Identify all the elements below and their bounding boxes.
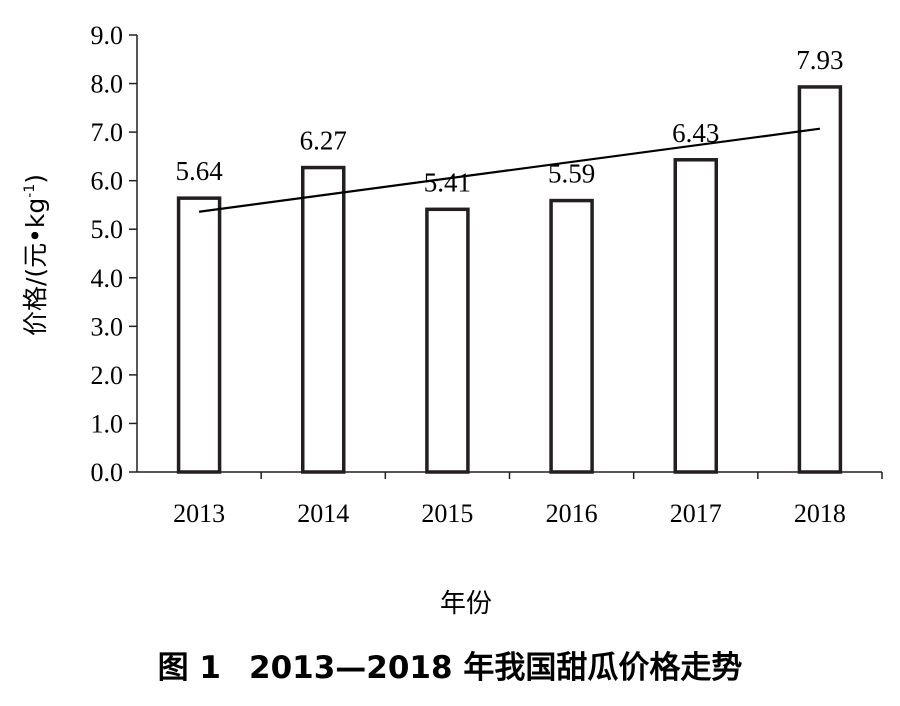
y-axis-title-main: 价格/(元•kg	[21, 198, 50, 336]
data-label: 7.93	[796, 45, 843, 75]
y-axis-title-suffix: )	[21, 174, 50, 184]
x-tick-label: 2013	[173, 499, 225, 528]
x-axis: 2013 2014 2015 2016 2017 2018	[137, 471, 883, 528]
bars	[176, 85, 843, 474]
bar	[425, 207, 470, 474]
bar	[797, 85, 843, 474]
y-tick-label: 1.0	[91, 409, 124, 438]
y-tick-label: 5.0	[91, 215, 124, 244]
data-labels: 5.646.275.41 5.596.437.93	[175, 45, 843, 197]
y-tick-label: 0.0	[91, 458, 124, 487]
bar	[176, 196, 222, 474]
y-tick-label: 3.0	[91, 312, 124, 341]
y-tick-label: 9.0	[91, 21, 124, 50]
y-axis-title: 价格/(元•kg-1)	[21, 174, 50, 336]
x-axis-title: 年份	[440, 589, 492, 619]
x-tick-label: 2016	[546, 499, 598, 528]
bar	[301, 165, 346, 474]
y-tick-label: 8.0	[91, 70, 124, 99]
x-tick-label: 2015	[421, 499, 473, 528]
figure-title: 2013—2018 年我国甜瓜价格走势	[249, 650, 742, 686]
figure-caption: 图 1 2013—2018 年我国甜瓜价格走势	[158, 650, 743, 686]
y-tick-label: 7.0	[91, 118, 124, 147]
bar	[549, 198, 594, 474]
y-tick-label: 2.0	[91, 361, 124, 390]
y-axis-title-superscript: -1	[22, 184, 38, 198]
x-tick-label: 2017	[670, 499, 722, 528]
x-tick-label: 2014	[297, 499, 349, 528]
data-label: 6.27	[300, 126, 347, 156]
data-label: 5.64	[175, 156, 223, 186]
trend-line	[198, 127, 821, 213]
y-tick-label: 6.0	[91, 167, 124, 196]
x-tick-label: 2018	[794, 499, 846, 528]
data-label: 5.41	[424, 167, 471, 197]
y-axis: 0.0 1.0 2.0 3.0 4.0 5.0 6.0 7.0 8.0 9.0	[91, 21, 138, 487]
figure-label: 图 1	[158, 650, 221, 686]
bar	[673, 158, 718, 474]
y-tick-label: 4.0	[91, 264, 124, 293]
